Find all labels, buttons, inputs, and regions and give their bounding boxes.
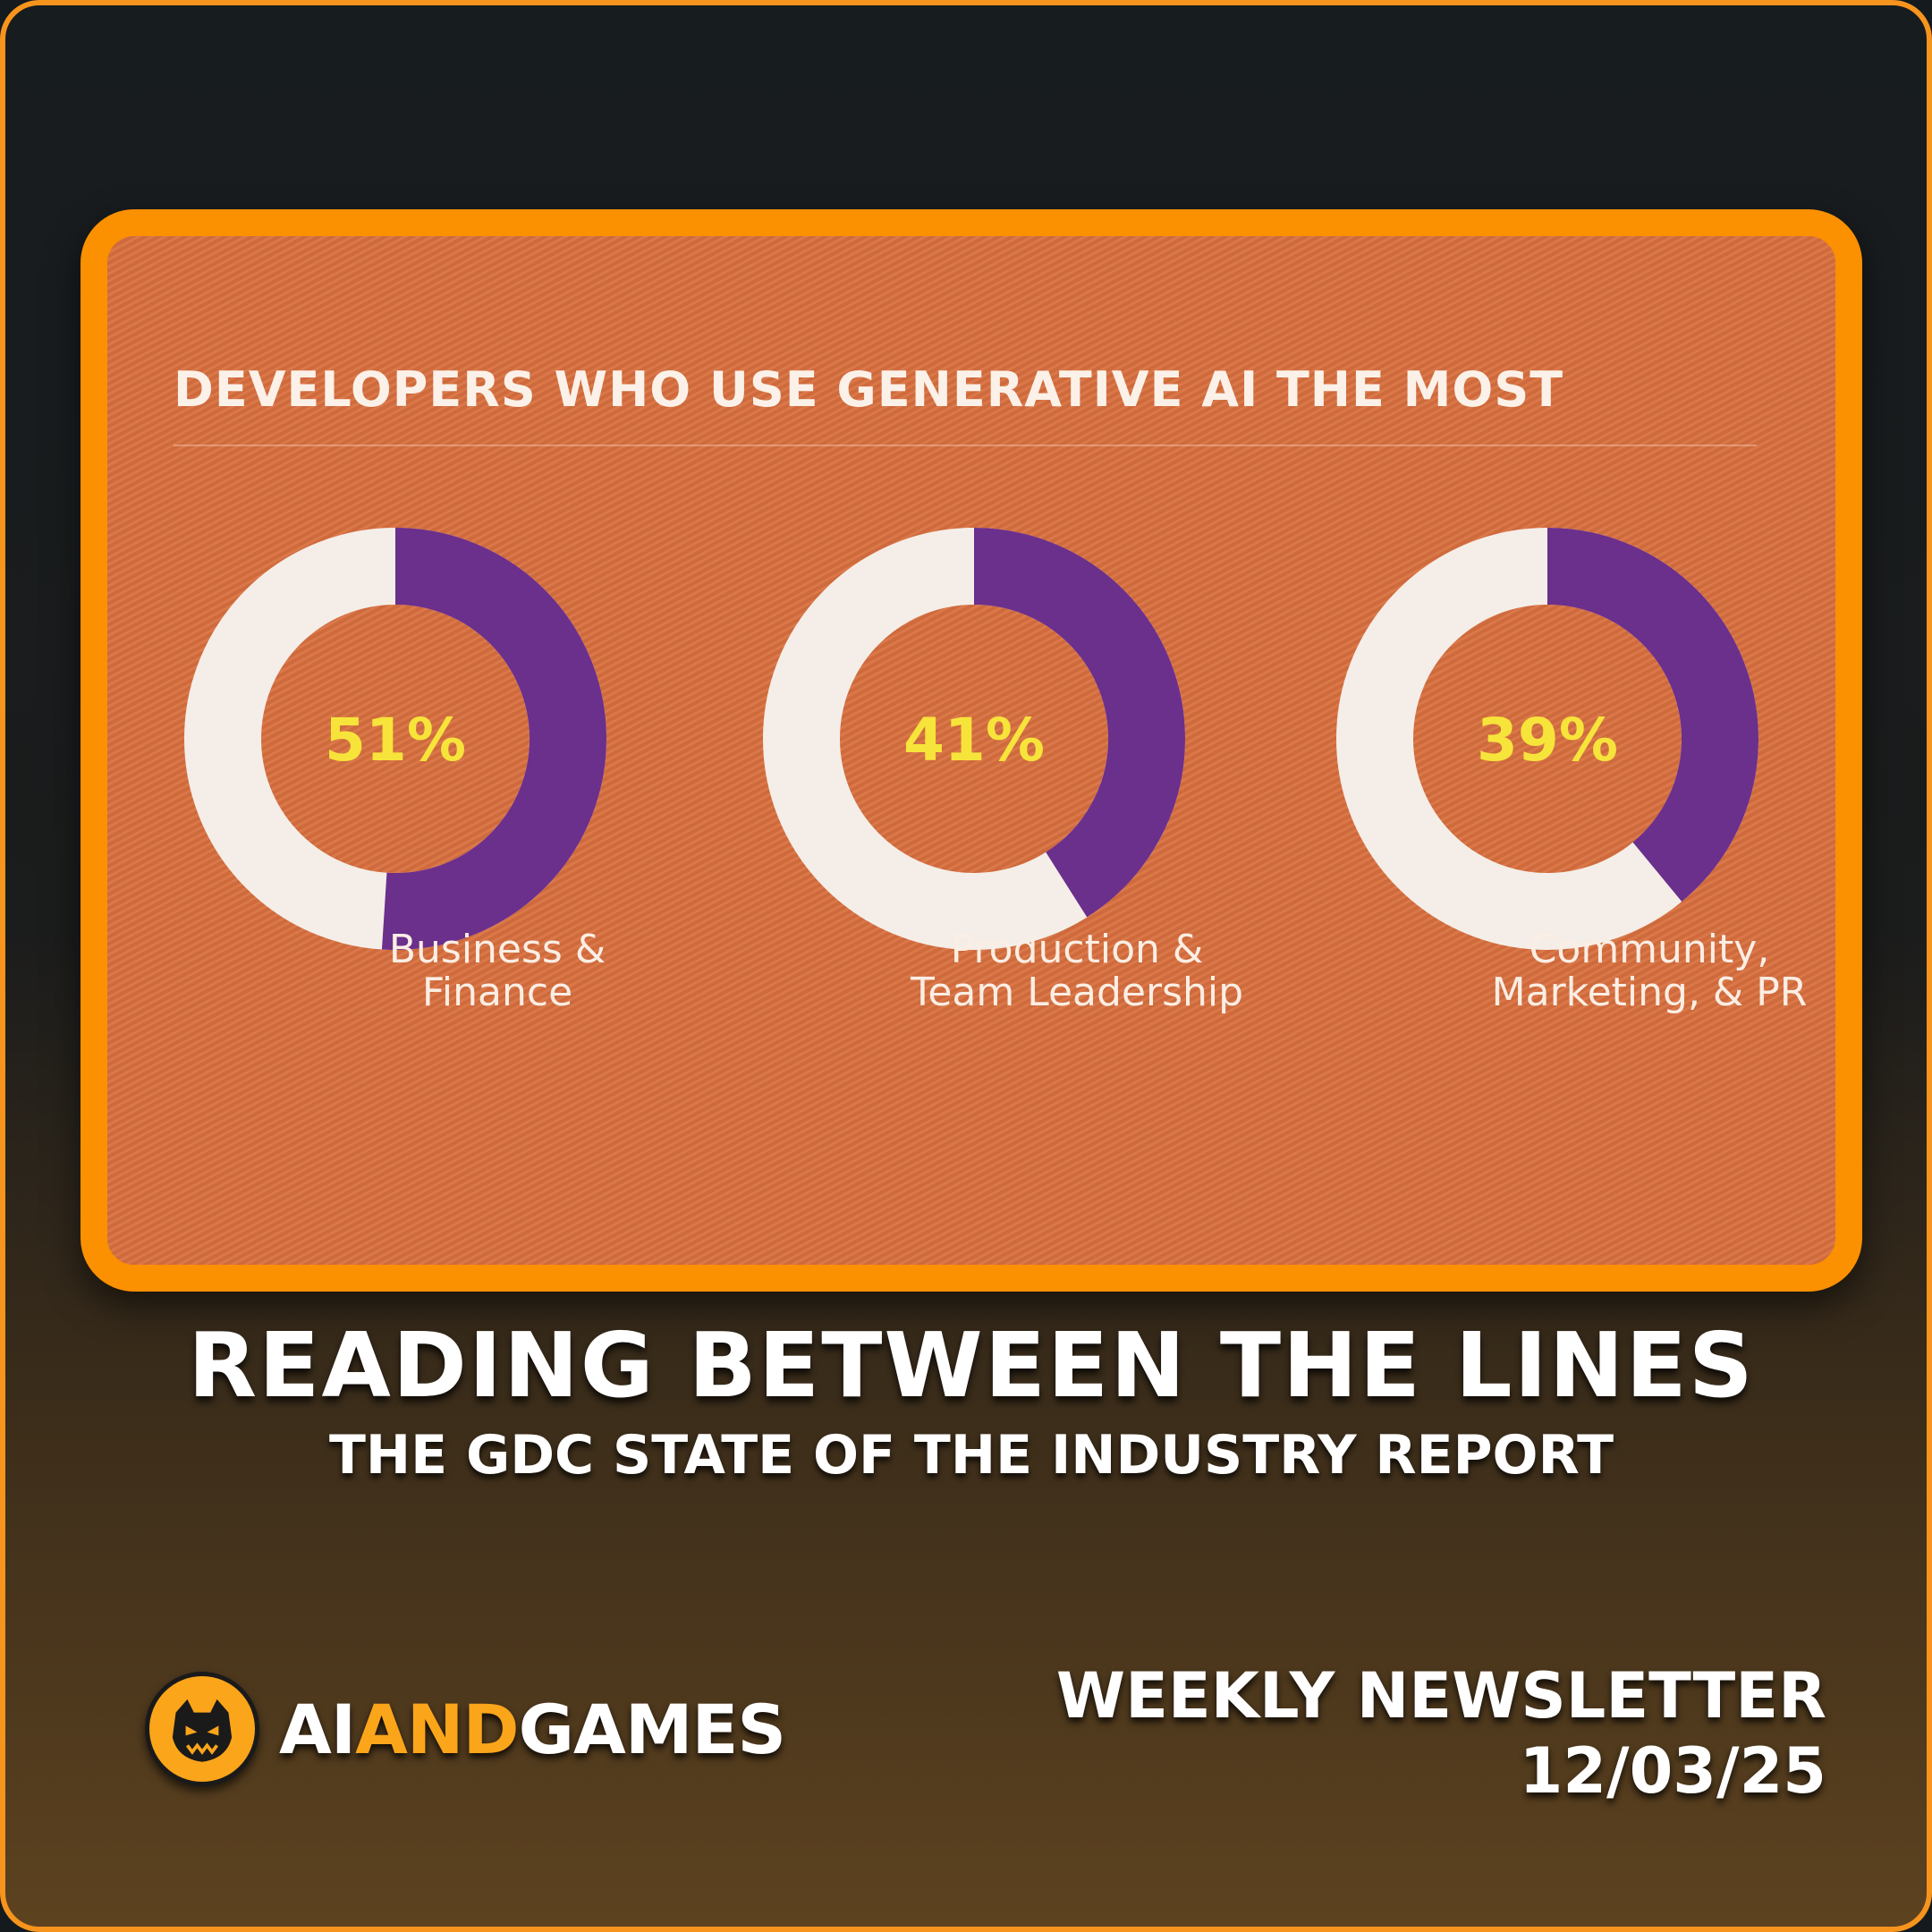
category-label-2-line-1: Production & xyxy=(950,927,1204,972)
category-label-2: Production & Team Leadership xyxy=(844,928,1309,1014)
brand-logo[interactable]: AIANDGAMES xyxy=(145,1671,786,1787)
category-label-1: Business & Finance xyxy=(265,928,730,1014)
donut-value-arc-3 xyxy=(1336,528,1758,950)
chart-card: DEVELOPERS WHO USE GENERATIVE AI THE MOS… xyxy=(80,209,1862,1292)
chart-title: DEVELOPERS WHO USE GENERATIVE AI THE MOS… xyxy=(174,361,1564,418)
category-label-3-line-2: Marketing, & PR xyxy=(1491,970,1808,1015)
donut-value-label-1: 51% xyxy=(325,706,466,775)
newsletter-date: 12/03/25 xyxy=(1519,1734,1826,1808)
donut-value-label-2: 41% xyxy=(903,706,1045,775)
monster-face-icon xyxy=(145,1672,259,1786)
brand-part-and: AND xyxy=(355,1689,520,1769)
newsletter-info: WEEKLY NEWSLETTER 12/03/25 xyxy=(1056,1658,1826,1809)
donut-chart-area: 51% 41% 39% xyxy=(184,528,1758,950)
category-label-3: Community, Marketing, & PR xyxy=(1417,927,1835,1015)
category-label-2-line-2: Team Leadership xyxy=(910,970,1244,1015)
brand-wordmark: AIANDGAMES xyxy=(279,1689,786,1769)
category-label-1-line-1: Business & xyxy=(388,927,606,972)
donut-value-arc-1 xyxy=(184,528,606,950)
donut-value-label-3: 39% xyxy=(1477,706,1618,775)
donut-value-arc-2 xyxy=(763,528,1185,950)
headline: READING BETWEEN THE LINES xyxy=(188,1313,1755,1418)
newsletter-label: WEEKLY NEWSLETTER xyxy=(1055,1659,1826,1733)
subheadline: THE GDC STATE OF THE INDUSTRY REPORT xyxy=(328,1424,1614,1487)
title-divider xyxy=(174,445,1757,446)
brand-part-ai: AI xyxy=(279,1689,356,1769)
brand-part-games: GAMES xyxy=(518,1689,786,1769)
category-label-3-line-1: Community, xyxy=(1529,927,1770,972)
category-label-1-line-2: Finance xyxy=(421,970,573,1015)
